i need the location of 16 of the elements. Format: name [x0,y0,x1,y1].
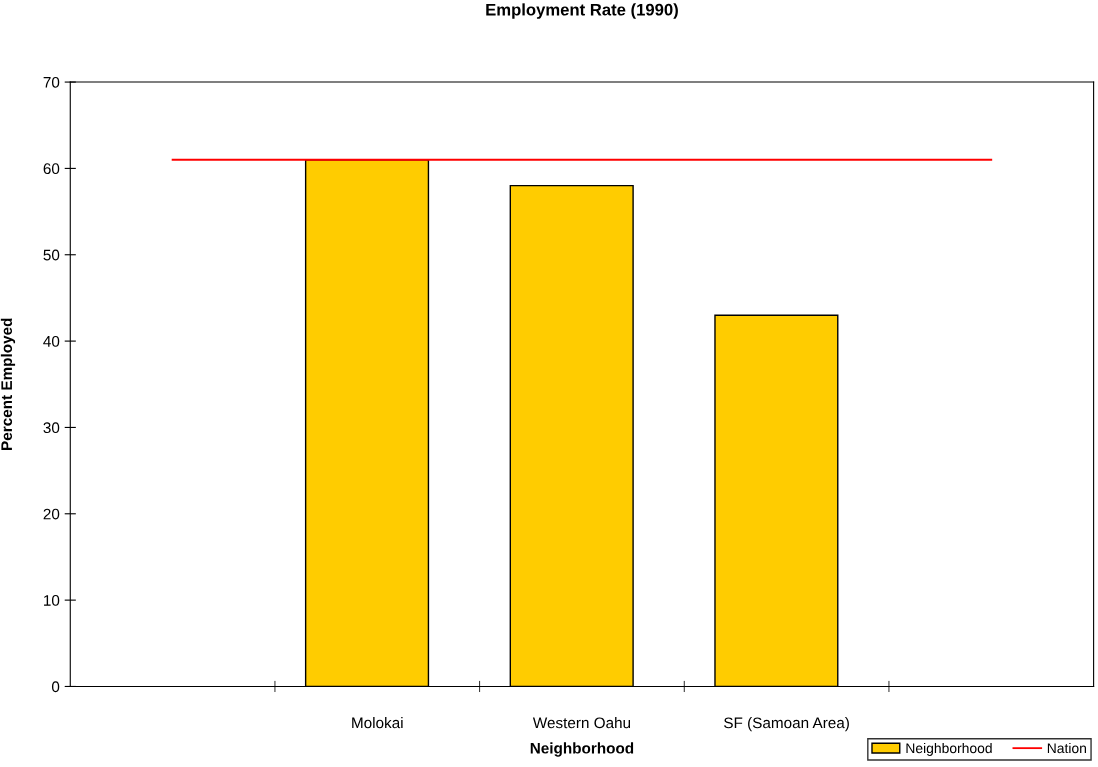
y-tick-label: 50 [43,249,60,261]
y-tick-label: 20 [43,508,60,520]
x-tick-label: Western Oahu [532,717,631,729]
y-tick-label: 30 [43,422,60,434]
x-tick-label: Molokai [352,717,403,729]
y-tick-label: 70 [43,76,60,88]
legend-label: Nation [1047,742,1086,754]
chart-title: Employment Rate (1990) [486,3,678,19]
y-tick-label: 40 [43,335,60,347]
legend-label: Neighborhood [906,742,992,756]
y-tick-label: 60 [43,163,60,175]
y-axis-title: Percent Employed [0,318,16,450]
y-tick-label: 0 [51,681,60,693]
y-tick-label: 10 [44,594,60,606]
x-tick-label: SF (Samoan Area) [724,717,849,732]
x-axis-title: Neighborhood [530,742,634,757]
